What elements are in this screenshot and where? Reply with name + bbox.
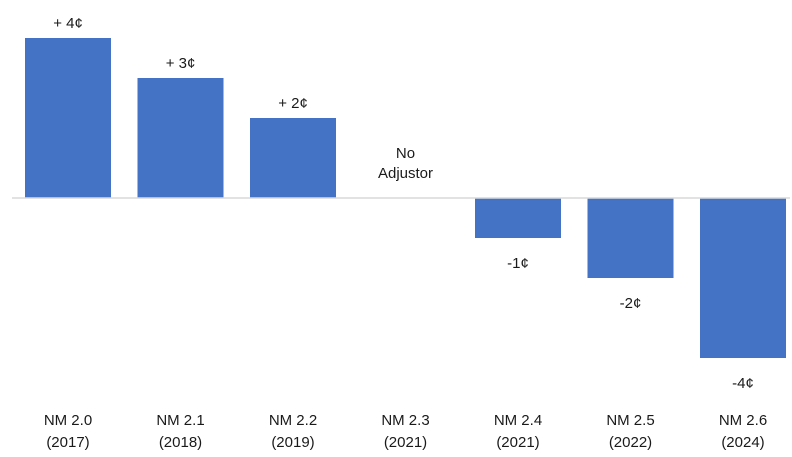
data-label-2: + 2¢ [278,95,308,112]
category-label-5: NM 2.5 (2022) [606,412,654,451]
data-label-1: + 3¢ [166,55,196,72]
data-label-0: + 4¢ [53,15,83,32]
bar-6 [700,198,786,358]
bar-4 [475,198,561,238]
category-label-0: NM 2.0 (2017) [44,412,92,451]
data-labels: + 4¢ + 3¢ + 2¢ No Adjustor -1¢ -2¢ -4¢ [53,15,754,392]
category-labels: NM 2.0 (2017) NM 2.1 (2018) NM 2.2 (2019) NM 2… [44,412,767,451]
category-label-2: NM 2.2 (2019) [269,412,317,451]
bar-0 [25,38,111,198]
data-label-6: -4¢ [732,375,754,392]
bar-2 [250,118,336,198]
data-label-4: -1¢ [507,255,529,272]
category-label-6: NM 2.6 (2024) [719,412,767,451]
category-label-3: NM 2.3 (2021) [381,412,429,451]
bar-1 [137,78,224,198]
data-label-3: No Adjustor [378,145,433,182]
data-label-5: -2¢ [620,295,642,312]
category-label-4: NM 2.4 (2021) [494,412,542,451]
category-label-1: NM 2.1 (2018) [156,412,204,451]
bar-5 [587,198,674,278]
bars [25,38,786,358]
